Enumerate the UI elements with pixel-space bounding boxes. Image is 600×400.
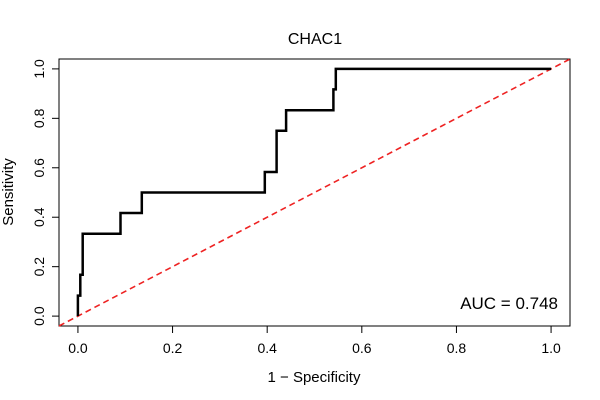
chart-title: CHAC1 (288, 31, 342, 48)
y-tick-label: 0.4 (31, 207, 47, 227)
x-tick-label: 0.2 (163, 340, 183, 356)
x-tick-label: 1.0 (541, 340, 561, 356)
y-axis: 0.0 0.2 0.4 0.6 0.8 1.0 (31, 59, 60, 326)
y-tick-label: 0.6 (31, 158, 47, 178)
y-tick-label: 0.2 (31, 257, 47, 277)
auc-annotation: AUC = 0.748 (460, 294, 558, 313)
x-axis: 0.0 0.2 0.4 0.6 0.8 1.0 (68, 325, 561, 356)
x-tick-label: 0.0 (68, 340, 88, 356)
series-layer (58, 58, 571, 327)
x-tick-label: 0.6 (352, 340, 372, 356)
y-tick-label: 0.8 (31, 108, 47, 128)
x-axis-title: 1 − Specificity (268, 369, 361, 386)
y-tick-label: 1.0 (31, 59, 47, 79)
x-tick-label: 0.8 (447, 340, 467, 356)
y-axis-title: Sensitivity (0, 158, 17, 226)
reference-diagonal-line (58, 58, 571, 327)
y-tick-label: 0.0 (31, 306, 47, 326)
roc-curve-line (76, 67, 552, 317)
x-tick-label: 0.4 (257, 340, 277, 356)
